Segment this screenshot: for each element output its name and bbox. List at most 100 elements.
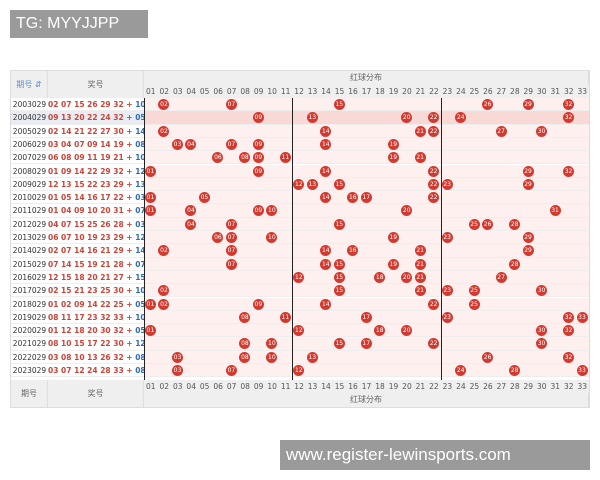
red-ball: 12: [293, 325, 305, 337]
red-ball: 25: [468, 218, 480, 230]
sort-icon[interactable]: ⇵: [34, 80, 42, 89]
column-number: 08: [240, 382, 250, 391]
column-number: 02: [159, 87, 169, 96]
red-ball: 32: [563, 325, 575, 337]
issue-header[interactable]: 期号 ⇵: [11, 71, 48, 98]
red-ball: 22: [428, 125, 440, 137]
table-row[interactable]: 2018029 01 02 09 14 22 25 + 05 01 02 09 14 22 2…: [11, 297, 589, 311]
blue-number: 05: [135, 326, 146, 336]
red-ball: 12: [293, 178, 305, 190]
red-ball: 24: [455, 365, 467, 376]
issue-number: 2015029: [12, 259, 47, 269]
red-ball: 09: [252, 138, 264, 150]
column-number: 10: [267, 87, 277, 96]
issue-number: 2005029: [12, 126, 47, 136]
table-row[interactable]: 2003029 02 07 15 26 29 32 + 10 02 07 15 26 29 3…: [11, 98, 589, 112]
table-row[interactable]: 2015029 07 14 15 19 21 28 + 07 07 14 15 19 21 2…: [11, 257, 589, 271]
red-ball: 01: [145, 325, 156, 337]
table-row[interactable]: 2007029 06 08 09 11 19 21 + 10 06 08 09 11 19 2…: [11, 151, 589, 165]
red-ball: 18: [374, 271, 386, 283]
issue-footer: 期号: [11, 380, 48, 407]
red-ball: 15: [333, 218, 345, 230]
table-row[interactable]: 2023029 03 07 12 24 28 33 + 08 03 07 12 24 28 3…: [11, 364, 589, 378]
column-number: 15: [334, 87, 345, 96]
red-ball: 30: [536, 125, 548, 137]
red-ball: 30: [536, 285, 548, 297]
red-ball: 15: [333, 99, 345, 110]
table-row[interactable]: 2021029 08 10 15 17 22 30 + 12 08 10 15 17 22 3…: [11, 337, 589, 351]
red-ball: 23: [441, 178, 453, 190]
column-number: 28: [510, 87, 520, 96]
column-number: 05: [199, 87, 210, 96]
table-row[interactable]: 2005029 02 14 21 22 27 30 + 14 02 14 21 22 27 3…: [11, 124, 589, 138]
red-ball: 29: [522, 99, 534, 110]
red-ball: 11: [279, 152, 291, 164]
red-ball: 09: [252, 165, 264, 177]
red-ball: 24: [455, 112, 467, 124]
red-ball: 07: [225, 232, 237, 243]
red-ball: 08: [239, 311, 251, 323]
blue-number: 10: [135, 312, 146, 322]
red-ball: 22: [428, 178, 440, 190]
column-number: 32: [563, 87, 574, 96]
red-ball: 04: [185, 138, 197, 150]
table-row[interactable]: 2020029 01 12 18 20 30 32 + 05 01 12 18 20 30 3…: [11, 324, 589, 338]
draw-numbers: 01 04 09 10 20 31 + 07: [48, 206, 146, 216]
draw-numbers: 01 12 18 20 30 32 + 05: [48, 326, 146, 336]
numbers-header: 奖号: [48, 71, 144, 98]
table-row[interactable]: 2019029 08 11 17 23 32 33 + 10 08 11 17 23 32 3…: [11, 310, 589, 325]
table-row[interactable]: 2008029 01 09 14 22 29 32 + 12 01 09 14 22 29 3…: [11, 164, 589, 178]
column-number: 06: [213, 382, 223, 391]
red-ball: 29: [522, 245, 534, 257]
draw-numbers: 02 14 21 22 27 30 + 14: [48, 126, 146, 136]
red-ball: 29: [522, 165, 534, 177]
red-ball: 01: [145, 298, 156, 310]
table-row[interactable]: 2017029 02 15 21 23 25 30 + 10 02 15 21 23 25 3…: [11, 284, 589, 298]
column-number: 19: [388, 87, 399, 96]
issue-number: 2021029: [12, 339, 47, 349]
table-row[interactable]: 2006029 03 04 07 09 14 19 + 08 03 04 07 09 14 1…: [11, 137, 589, 152]
blue-number: 05: [135, 299, 146, 309]
blue-number: 08: [135, 139, 146, 149]
red-ball: 28: [509, 218, 521, 230]
issue-number: 2022029: [12, 352, 47, 362]
issue-number: 2012029: [12, 219, 47, 229]
red-ball: 31: [549, 205, 561, 217]
column-number: 17: [361, 382, 372, 391]
issue-header-label: 期号: [16, 80, 33, 89]
red-ball: 04: [185, 205, 197, 217]
table-row[interactable]: 2012029 04 07 15 25 26 28 + 03 04 07 15 25 26 2…: [11, 217, 589, 231]
column-number: 03: [172, 87, 183, 96]
column-number: 08: [240, 87, 250, 96]
column-number: 14: [321, 382, 331, 391]
table-row[interactable]: 2004029 09 13 20 22 24 32 + 05 09 13 20 22 24 3…: [11, 111, 589, 125]
red-ball: 21: [414, 152, 426, 164]
red-ball: 26: [482, 218, 494, 230]
table-row[interactable]: 2010029 01 05 14 16 17 22 + 03 01 05 14 16 17 2…: [11, 191, 589, 205]
table-row[interactable]: 2009029 12 13 15 22 23 29 + 13 12 13 15 22 23 2…: [11, 177, 589, 192]
table-row[interactable]: 2014029 02 07 14 16 21 29 + 14 02 07 14 16 21 2…: [11, 244, 589, 258]
red-ball: 02: [158, 99, 170, 110]
red-ball: 15: [333, 338, 345, 350]
zone-divider: [144, 98, 145, 380]
red-ball: 21: [414, 285, 426, 297]
red-ball: 09: [252, 205, 264, 217]
column-number: 19: [388, 382, 399, 391]
draw-numbers: 02 15 21 23 25 30 + 10: [48, 286, 146, 296]
red-ball: 26: [482, 351, 494, 363]
table-row[interactable]: 2013029 06 07 10 19 23 29 + 12 06 07 10 19 23 2…: [11, 231, 589, 245]
draw-numbers: 12 15 18 20 21 27 + 15: [48, 272, 146, 282]
red-ball: 14: [320, 165, 332, 177]
table-row[interactable]: 2016029 12 15 18 20 21 27 + 15 12 15 18 20 21 2…: [11, 270, 589, 285]
column-number: 25: [469, 382, 480, 391]
blue-number: 07: [135, 206, 146, 216]
column-number: 22: [429, 382, 439, 391]
table-row[interactable]: 2011029 01 04 09 10 20 31 + 07 01 04 09 10 20 3…: [11, 204, 589, 218]
column-number: 33: [577, 382, 588, 391]
red-ball: 08: [239, 351, 251, 363]
table-row[interactable]: 2022029 03 08 10 13 26 32 + 08 03 08 10 13 26 3…: [11, 350, 589, 364]
red-ball: 17: [360, 338, 372, 350]
red-ball: 04: [185, 218, 197, 230]
issue-number: 2020029: [12, 326, 47, 336]
red-ball: 14: [320, 138, 332, 150]
